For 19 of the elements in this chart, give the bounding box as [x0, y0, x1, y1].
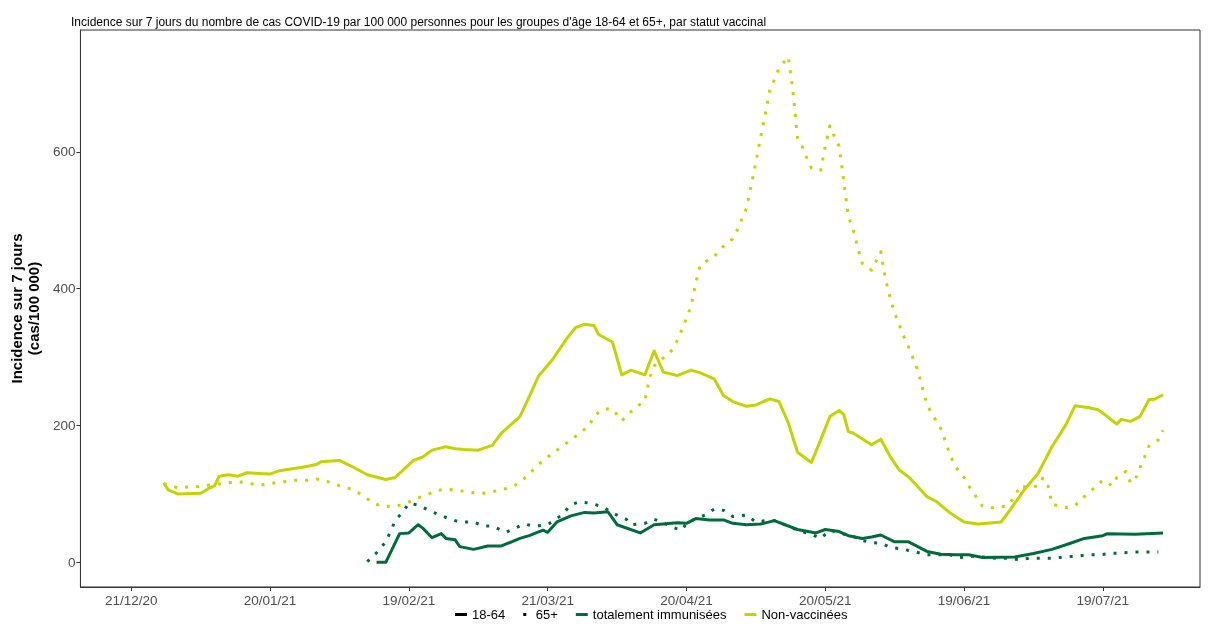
x-tick-label: 19/02/21 — [382, 592, 436, 608]
legend-label: 18-64 — [472, 607, 506, 622]
y-tick-label: 600 — [52, 144, 76, 160]
x-tick-label: 19/06/21 — [937, 592, 991, 608]
y-tick-label: 200 — [52, 418, 76, 434]
x-tick-label: 20/01/21 — [243, 592, 297, 608]
y-axis-title: Incidence sur 7 jours (cas/100 000) — [8, 233, 42, 384]
legend-label: totalement immunisées — [592, 607, 727, 622]
y-tick-label: 0 — [67, 554, 76, 570]
x-tick-label: 21/12/20 — [105, 592, 158, 608]
legend-label: 65+ — [535, 607, 558, 622]
x-tick-label: 20/05/21 — [798, 592, 852, 608]
x-tick-label: 20/04/21 — [660, 592, 713, 608]
legend-label: Non-vaccinées — [761, 607, 848, 622]
line-series — [365, 499, 1160, 564]
y-tick-label: 400 — [52, 281, 76, 297]
chart-title: Incidence sur 7 jours du nombre de cas COVID-19 par 100 000 personnes pour les groupes d'âge 18-64 et 65+, par statut vaccinal — [71, 15, 767, 29]
x-tick-label: 21/03/21 — [521, 592, 574, 608]
x-tick-label: 19/07/21 — [1076, 592, 1130, 608]
